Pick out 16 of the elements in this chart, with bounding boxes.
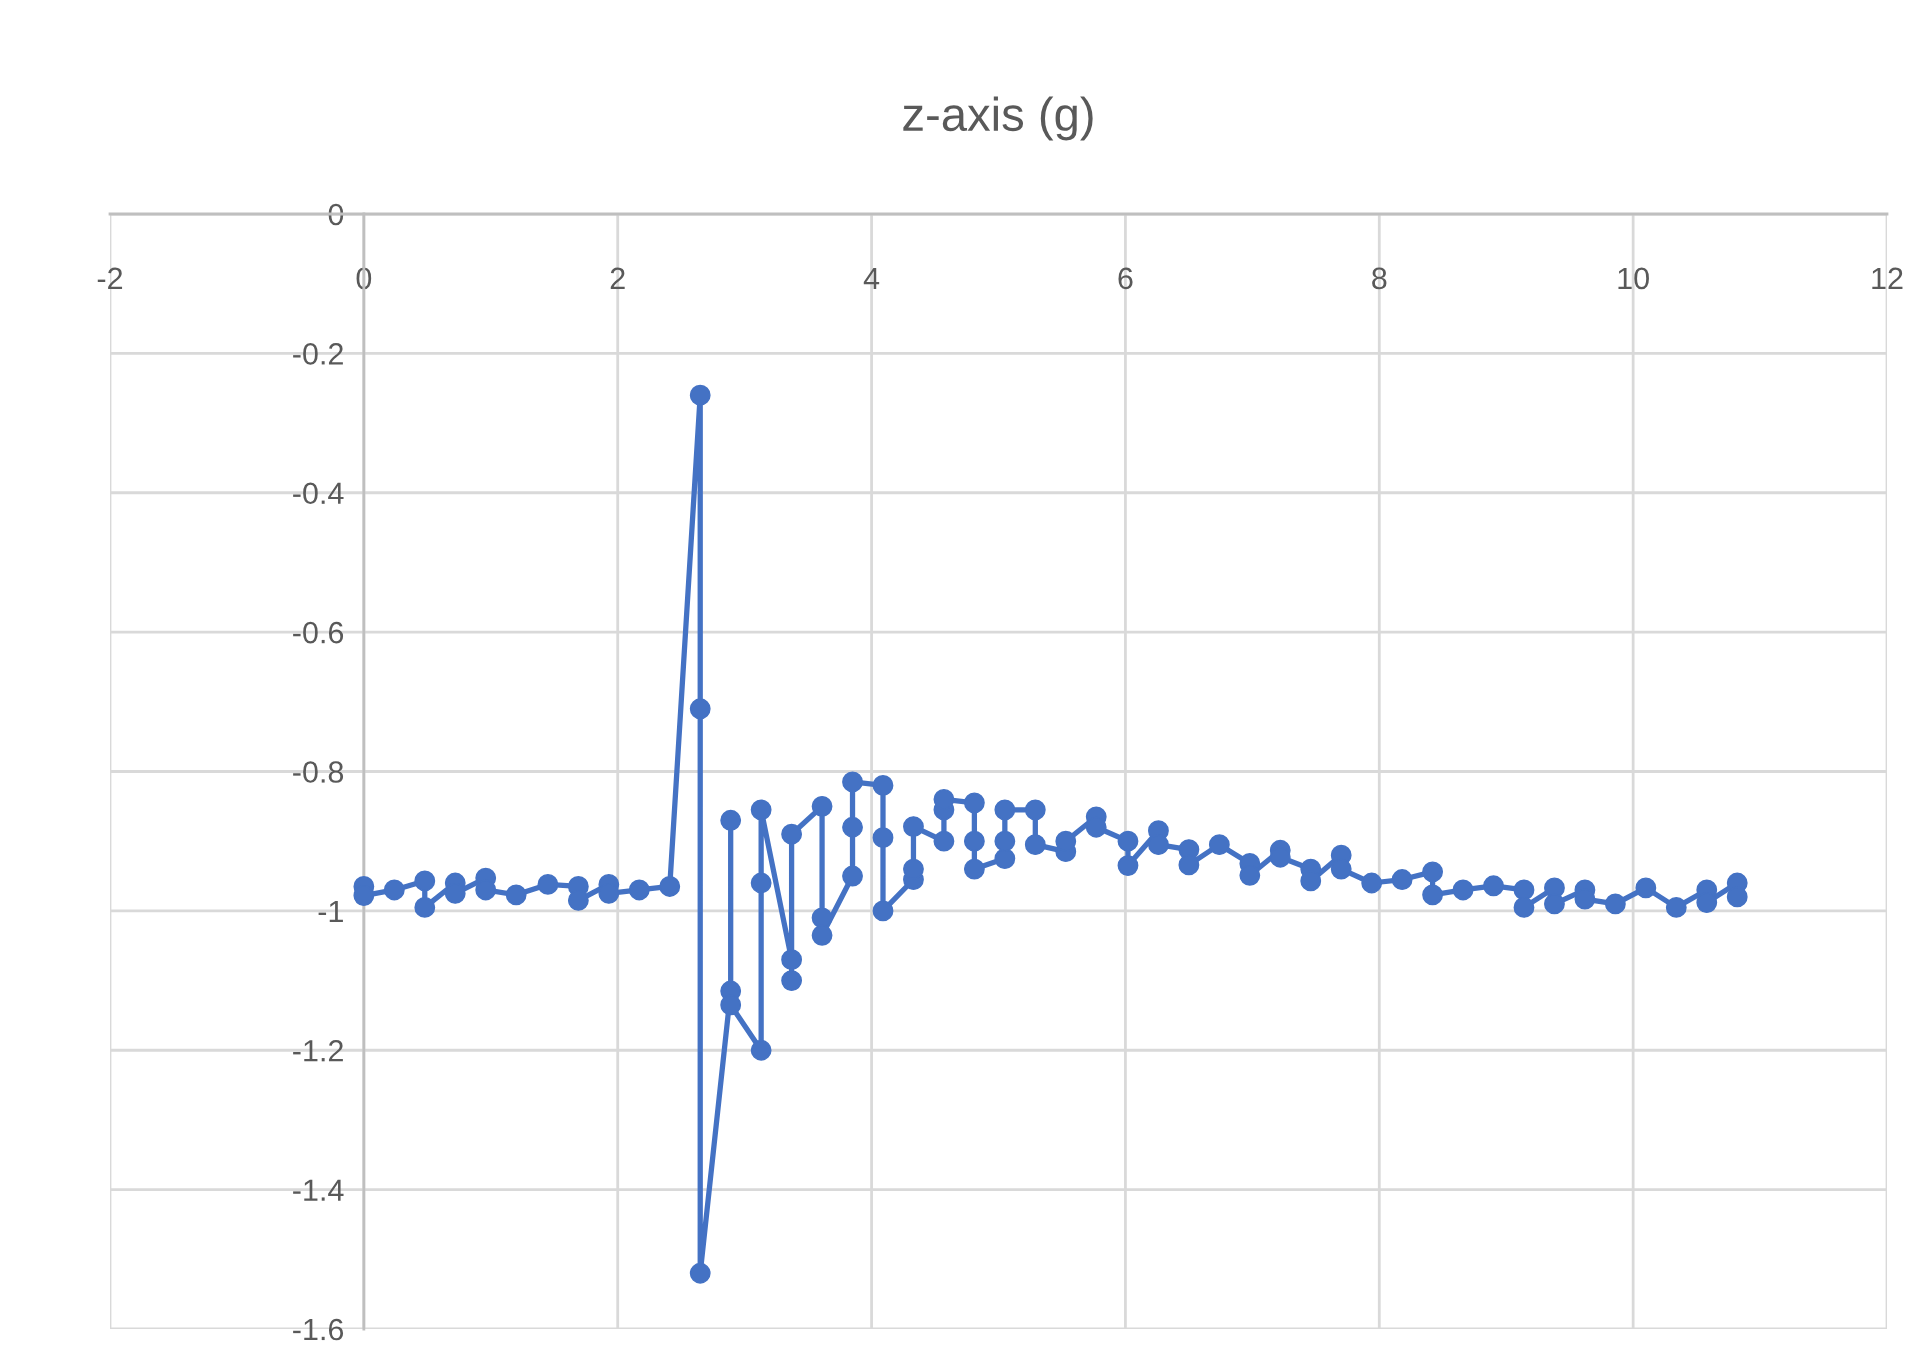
x-tick-label: -2 (97, 267, 123, 289)
x-tick-label: 6 (1118, 267, 1133, 290)
x-tick-label: 8 (1372, 267, 1387, 290)
y-tick-label: -1.2 (293, 1039, 343, 1062)
y-tick-label: -0.2 (293, 343, 343, 365)
chart-title: z-axis (g) (903, 96, 1093, 141)
y-tick-label: -0.6 (293, 621, 344, 644)
y-tick-label: -1.6 (293, 1318, 344, 1341)
y-tick-label: -0.8 (293, 761, 344, 783)
x-tick-label: 4 (863, 267, 880, 289)
x-tick-label: 10 (1618, 267, 1649, 290)
y-tick-label: -1 (318, 900, 343, 922)
x-tick-label: 2 (610, 267, 625, 289)
x-tick-label: 12 (1872, 267, 1903, 289)
y-tick-label: -1.4 (293, 1179, 344, 1201)
y-tick-label: -0.4 (293, 482, 344, 505)
